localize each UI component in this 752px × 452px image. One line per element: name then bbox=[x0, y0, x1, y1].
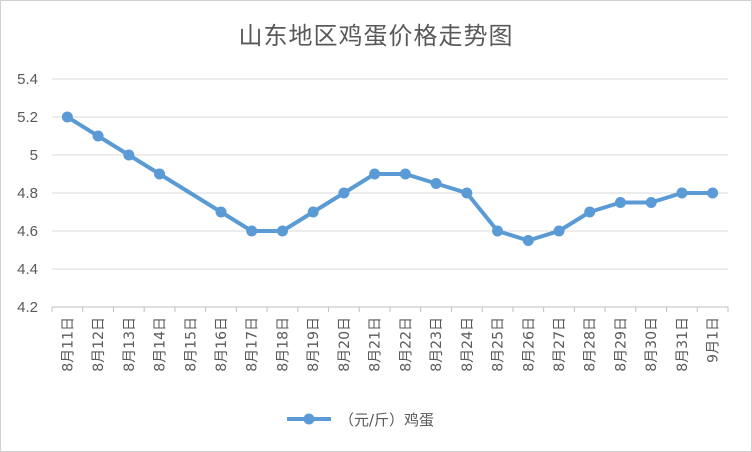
x-tick-label: 8月23日 bbox=[429, 317, 445, 372]
x-axis-ticks: 8月11日 8月12日 8月13日 8月14日 8月15日 8月16日 8月17日 8月18日… bbox=[60, 317, 721, 372]
x-tick-label: 8月20日 bbox=[337, 317, 353, 372]
data-point bbox=[154, 168, 166, 180]
x-tick-label: 8月13日 bbox=[122, 317, 138, 372]
x-tick-label: 8月28日 bbox=[583, 317, 599, 372]
data-point bbox=[707, 187, 719, 199]
y-tick-label: 5.2 bbox=[17, 109, 38, 126]
data-point bbox=[123, 149, 135, 161]
x-tick-label: 8月14日 bbox=[153, 317, 169, 372]
y-tick-label: 4.4 bbox=[17, 261, 38, 278]
x-tick-label: 8月25日 bbox=[491, 317, 507, 372]
x-tick-label: 8月19日 bbox=[306, 317, 322, 372]
data-point bbox=[399, 168, 411, 180]
x-tick-label: 8月12日 bbox=[91, 317, 107, 372]
data-point bbox=[61, 111, 73, 123]
x-tick-label: 9月1日 bbox=[706, 317, 722, 363]
y-tick-label: 4.8 bbox=[17, 185, 38, 202]
data-point bbox=[92, 130, 104, 142]
data-point bbox=[553, 225, 565, 237]
data-point bbox=[338, 187, 350, 199]
series-line bbox=[65, 115, 715, 243]
data-point bbox=[246, 225, 258, 237]
x-tick-label: 8月21日 bbox=[368, 317, 384, 372]
legend: （元/斤）鸡蛋 bbox=[287, 411, 434, 429]
x-tick-label: 8月30日 bbox=[644, 317, 660, 372]
x-tick-label: 8月26日 bbox=[521, 317, 537, 372]
x-tick-label: 8月22日 bbox=[398, 317, 414, 372]
data-point bbox=[276, 225, 288, 237]
data-point bbox=[584, 206, 596, 218]
gridlines bbox=[51, 78, 729, 312]
x-tick-label: 8月17日 bbox=[245, 317, 261, 372]
data-point bbox=[614, 197, 626, 208]
series-layer bbox=[61, 111, 719, 246]
x-tick-label: 8月27日 bbox=[552, 317, 568, 372]
data-point bbox=[461, 187, 473, 199]
x-tick-label: 8月15日 bbox=[183, 317, 199, 372]
data-point bbox=[369, 168, 381, 180]
data-point bbox=[492, 225, 504, 237]
data-point bbox=[215, 206, 227, 218]
x-tick-label: 8月11日 bbox=[60, 317, 76, 372]
data-point bbox=[307, 206, 319, 218]
y-axis-ticks: 4.2 4.4 4.6 4.8 5 5.2 5.4 bbox=[17, 71, 38, 316]
x-tick-label: 8月24日 bbox=[460, 317, 476, 372]
x-tick-label: 8月31日 bbox=[675, 317, 691, 372]
data-point bbox=[430, 178, 442, 189]
y-tick-label: 4.6 bbox=[17, 223, 38, 240]
y-tick-label: 4.2 bbox=[17, 299, 38, 316]
y-tick-label: 5.4 bbox=[17, 71, 38, 88]
data-point bbox=[645, 197, 657, 208]
x-tick-label: 8月18日 bbox=[275, 317, 291, 372]
data-point bbox=[676, 187, 688, 199]
y-tick-label: 5 bbox=[30, 147, 38, 164]
legend-label: （元/斤）鸡蛋 bbox=[339, 411, 434, 429]
x-tick-label: 8月16日 bbox=[214, 317, 230, 372]
chart-title: 山东地区鸡蛋价格走势图 bbox=[238, 22, 514, 50]
data-point bbox=[522, 235, 534, 246]
x-tick-label: 8月29日 bbox=[613, 317, 629, 372]
legend-marker bbox=[303, 413, 315, 425]
